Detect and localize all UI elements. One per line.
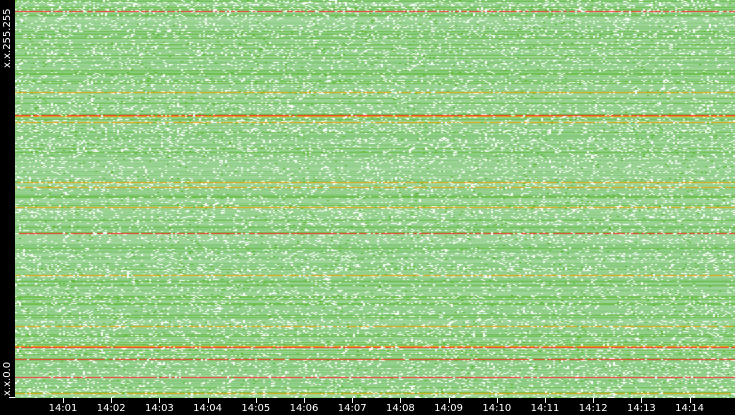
y-label-top: x.x.255.255	[2, 8, 13, 68]
x-tick-label: 14:04	[193, 403, 223, 414]
x-axis: 14:01 14:02 14:03 14:04 14:05 14:06 14:07 14:08…	[15, 398, 735, 415]
x-tick	[304, 398, 305, 403]
x-tick-label: 14:10	[482, 403, 512, 414]
x-tick	[207, 398, 209, 403]
x-tick-label: 14:03	[144, 403, 174, 414]
x-tick	[111, 398, 113, 403]
x-tick	[448, 398, 450, 403]
x-tick-label: 14:13	[626, 403, 656, 414]
x-tick-label: 14:14	[675, 403, 705, 414]
x-tick-label: 14:08	[385, 403, 415, 414]
x-tick-label: 14:06	[289, 403, 319, 414]
x-tick-label: 14:07	[337, 403, 367, 414]
x-tick	[63, 398, 64, 403]
x-tick	[352, 398, 354, 403]
x-tick-label: 14:05	[241, 403, 271, 414]
x-tick	[400, 398, 402, 403]
x-tick	[496, 398, 498, 403]
y-tick	[9, 397, 15, 398]
x-tick-label: 14:12	[578, 403, 608, 414]
x-tick	[159, 398, 161, 403]
x-tick-label: 14:09	[434, 403, 464, 414]
x-tick-label: 14:01	[48, 403, 78, 414]
x-tick	[593, 398, 595, 403]
x-tick-label: 14:02	[96, 403, 126, 414]
heatmap-plot-area	[15, 0, 735, 398]
x-tick-label: 14:11	[530, 403, 560, 414]
x-tick	[689, 398, 691, 403]
x-tick	[545, 398, 546, 403]
y-label-bottom: x.x.0.0	[2, 361, 13, 396]
x-tick	[255, 398, 257, 403]
x-tick	[641, 398, 643, 403]
